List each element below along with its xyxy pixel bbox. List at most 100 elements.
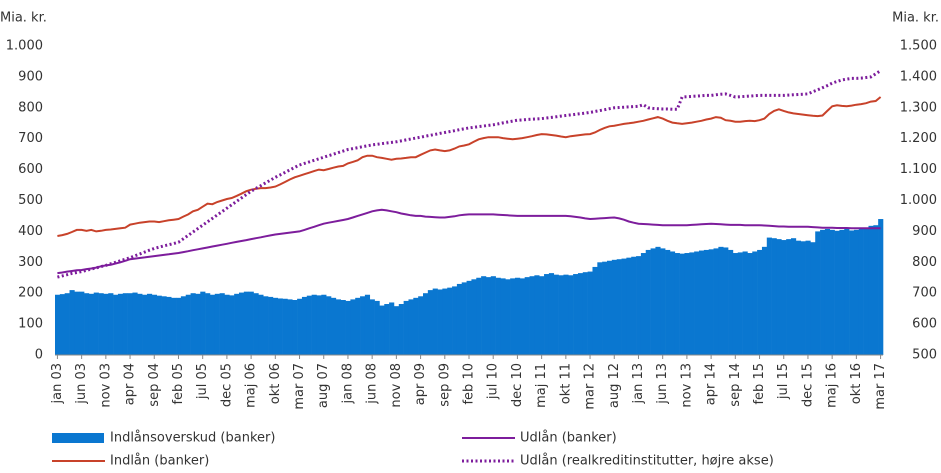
y2-tick-label: 1.000 bbox=[900, 193, 937, 208]
bar bbox=[824, 228, 831, 355]
x-tick-label: dec 15 bbox=[800, 363, 815, 407]
bar bbox=[447, 287, 453, 355]
bar bbox=[655, 246, 661, 355]
bar bbox=[253, 293, 259, 355]
bar bbox=[820, 229, 826, 355]
bar bbox=[732, 253, 739, 355]
bar bbox=[863, 228, 869, 355]
bar bbox=[195, 293, 201, 355]
y2-tick-label: 800 bbox=[912, 255, 937, 270]
bar bbox=[597, 262, 603, 355]
bar bbox=[287, 299, 293, 355]
bar bbox=[815, 231, 821, 355]
bar bbox=[524, 277, 530, 355]
bar bbox=[607, 260, 613, 355]
bar bbox=[248, 291, 254, 355]
bar bbox=[161, 296, 167, 355]
bar bbox=[776, 239, 782, 355]
bar bbox=[737, 252, 743, 355]
x-tick-label: sep 04 bbox=[147, 363, 162, 407]
bar bbox=[316, 295, 322, 355]
bar bbox=[849, 230, 855, 355]
bar bbox=[113, 294, 119, 355]
bar bbox=[64, 293, 70, 355]
bar bbox=[423, 293, 429, 355]
bar bbox=[258, 294, 264, 355]
x-tick-label: jul 10 bbox=[486, 363, 501, 400]
x-tick-label: okt 11 bbox=[558, 363, 573, 404]
bar bbox=[427, 290, 433, 355]
y-tick-label: 0 bbox=[35, 348, 43, 363]
line-series bbox=[57, 96, 882, 237]
x-tick-label: maj 06 bbox=[244, 363, 259, 408]
bar bbox=[79, 291, 85, 355]
bar bbox=[786, 239, 792, 355]
x-tick-label: jan 08 bbox=[340, 363, 355, 405]
bar bbox=[98, 293, 104, 355]
x-tick-label: apr 04 bbox=[123, 363, 138, 405]
bar bbox=[761, 246, 768, 355]
bar bbox=[374, 300, 380, 355]
y-tick-label: 700 bbox=[18, 131, 43, 146]
bar bbox=[142, 294, 148, 355]
bar bbox=[350, 299, 356, 355]
bar bbox=[466, 280, 472, 355]
x-tick-label: mar 12 bbox=[583, 363, 598, 410]
bar bbox=[587, 271, 593, 355]
bar bbox=[757, 249, 763, 355]
y2-tick-label: 1.300 bbox=[900, 100, 937, 115]
x-tick-label: maj 16 bbox=[825, 363, 840, 408]
x-tick-label: jun 08 bbox=[365, 363, 380, 405]
bar bbox=[742, 251, 748, 355]
bar bbox=[766, 237, 772, 355]
bar bbox=[829, 229, 835, 355]
bar bbox=[616, 259, 622, 355]
bar bbox=[229, 295, 235, 355]
bar bbox=[88, 293, 95, 355]
bar bbox=[510, 278, 516, 355]
bar bbox=[364, 294, 371, 355]
y-tick-label: 900 bbox=[18, 69, 43, 84]
legend-swatch bbox=[52, 433, 104, 443]
bar bbox=[665, 249, 671, 355]
x-tick-label: jun 13 bbox=[655, 363, 670, 405]
bar bbox=[321, 294, 327, 355]
bar bbox=[500, 278, 506, 355]
bar bbox=[563, 274, 569, 355]
bar bbox=[442, 288, 448, 355]
bar bbox=[534, 275, 540, 355]
bar bbox=[640, 253, 647, 355]
bar bbox=[858, 228, 864, 355]
bar bbox=[456, 283, 463, 355]
y-tick-label: 100 bbox=[18, 317, 43, 332]
x-tick-label: apr 09 bbox=[413, 363, 428, 405]
bar bbox=[84, 293, 90, 355]
bar bbox=[292, 299, 298, 355]
x-tick-label: feb 15 bbox=[752, 363, 767, 405]
x-tick-label: apr 14 bbox=[704, 363, 719, 405]
bar bbox=[544, 274, 550, 355]
bar bbox=[297, 298, 303, 355]
x-tick-label: sep 14 bbox=[728, 363, 743, 407]
bar bbox=[781, 240, 787, 355]
bar bbox=[558, 275, 564, 355]
bar bbox=[878, 219, 884, 355]
bar bbox=[592, 266, 598, 355]
bar bbox=[476, 277, 482, 355]
bar bbox=[200, 291, 206, 355]
bar bbox=[69, 290, 75, 355]
bar bbox=[699, 250, 705, 355]
bar bbox=[853, 229, 860, 355]
bar bbox=[611, 259, 617, 355]
x-tick-label: jun 03 bbox=[74, 363, 89, 405]
x-tick-label: nov 03 bbox=[98, 363, 113, 408]
bar bbox=[59, 294, 65, 355]
bar bbox=[834, 230, 840, 355]
bar bbox=[577, 273, 584, 355]
bar bbox=[689, 252, 695, 355]
bar bbox=[306, 295, 312, 355]
bar bbox=[694, 251, 700, 355]
bar bbox=[103, 293, 109, 355]
x-tick-label: feb 10 bbox=[462, 363, 477, 405]
